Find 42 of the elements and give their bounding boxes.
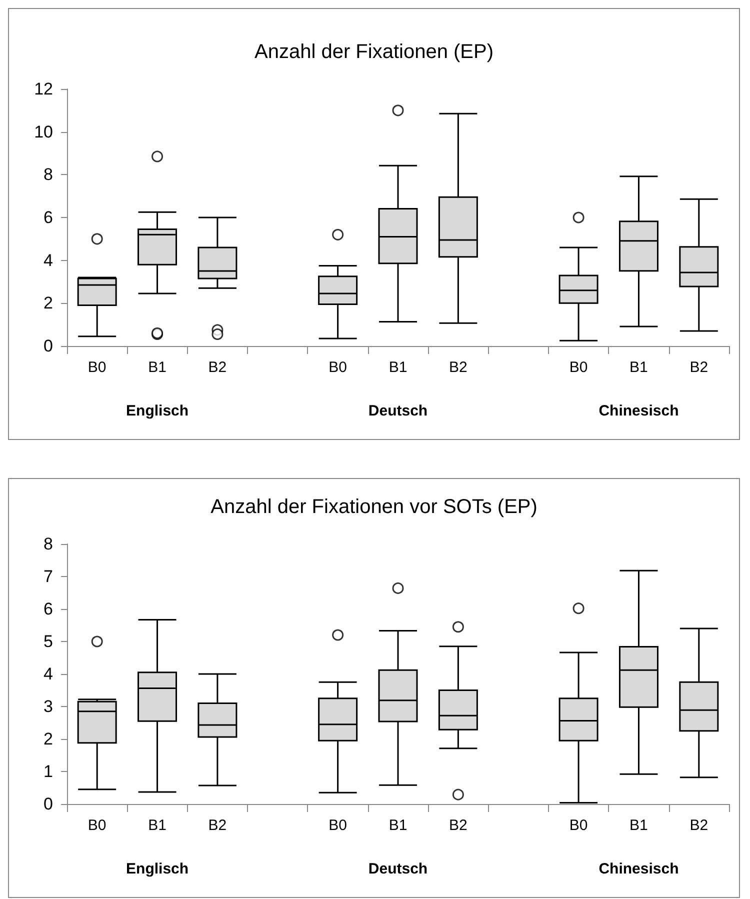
chart-title: Anzahl der Fixationen vor SOTs (EP) — [210, 496, 538, 518]
x-tick-label: B0 — [569, 817, 588, 834]
x-tick-label: B0 — [328, 359, 347, 376]
y-tick-label: 10 — [34, 122, 53, 142]
x-tick-label: B2 — [690, 817, 708, 834]
y-tick-label: 3 — [44, 697, 53, 716]
y-tick-label: 6 — [44, 600, 53, 618]
x-tick-label: B0 — [328, 817, 347, 834]
y-tick-label: 1 — [44, 762, 53, 781]
y-tick-label: 5 — [44, 632, 53, 651]
x-tick-label: B0 — [569, 359, 588, 376]
chart-title: Anzahl der Fixationen (EP) — [254, 41, 494, 63]
y-tick-label: 0 — [44, 336, 53, 356]
x-tick-label: B2 — [449, 817, 468, 834]
text: Englisch — [126, 860, 189, 878]
x-tick-label: B2 — [449, 359, 468, 376]
x-tick-label: B2 — [208, 817, 227, 834]
text: Englisch — [126, 402, 189, 420]
y-tick-label: 4 — [44, 250, 53, 270]
y-tick-label: 8 — [44, 165, 53, 184]
x-tick-label: B1 — [630, 359, 648, 376]
x-tick-label: B0 — [88, 817, 106, 834]
text: Deutsch — [368, 860, 428, 878]
y-tick-label: 6 — [44, 208, 53, 227]
y-tick-label: 12 — [34, 80, 53, 98]
text: Chinesisch — [598, 860, 679, 878]
y-tick-label: 7 — [44, 567, 53, 586]
x-tick-label: B2 — [690, 359, 708, 376]
x-tick-label: B1 — [148, 359, 166, 376]
x-tick-label: B1 — [388, 817, 408, 834]
x-tick-label: B0 — [88, 359, 106, 376]
x-tick-label: B1 — [388, 359, 408, 376]
text: Chinesisch — [598, 402, 679, 420]
y-tick-label: 2 — [44, 294, 53, 313]
x-tick-label: B2 — [208, 359, 227, 376]
x-tick-label: B1 — [630, 817, 648, 834]
y-tick-label: 8 — [44, 534, 53, 554]
y-tick-label: 4 — [44, 664, 53, 684]
y-tick-label: 2 — [44, 730, 53, 748]
text: Deutsch — [368, 402, 428, 420]
y-tick-label: 0 — [44, 794, 53, 814]
x-tick-label: B1 — [148, 817, 166, 834]
